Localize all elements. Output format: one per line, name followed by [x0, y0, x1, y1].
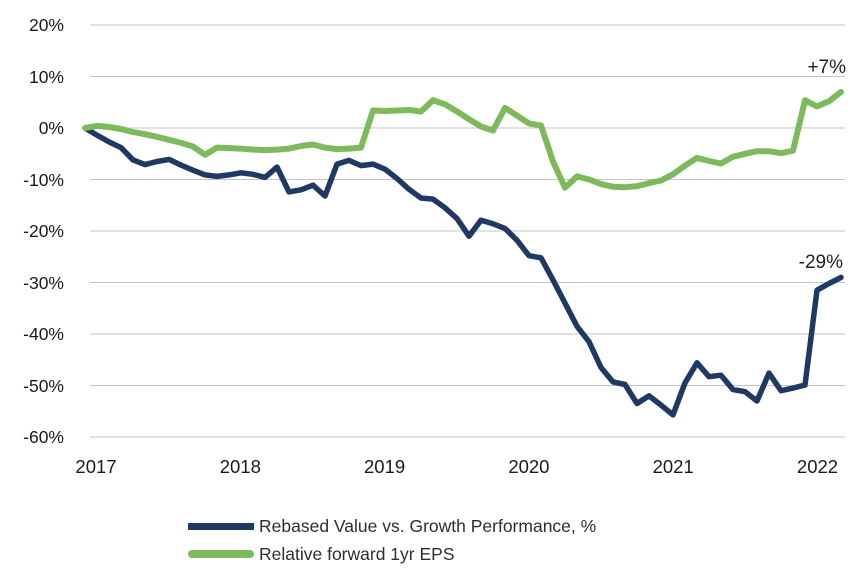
y-axis-tick-label: -50% — [23, 375, 64, 396]
legend: Rebased Value vs. Growth Performance, % … — [188, 512, 596, 568]
x-axis-tick-label: 2017 — [75, 456, 117, 477]
x-axis-tick-label: 2022 — [796, 456, 839, 477]
chart-canvas — [82, 24, 845, 438]
y-axis-tick-label: -20% — [23, 221, 64, 241]
x-axis-tick-label: 2018 — [219, 456, 261, 477]
line-series-1 — [82, 88, 844, 191]
annotation-eps-end-value: +7% — [807, 57, 846, 78]
y-axis-tick-label: 20% — [28, 15, 64, 35]
y-axis-tick-label: 10% — [28, 66, 64, 87]
legend-label-performance: Rebased Value vs. Growth Performance, % — [259, 515, 597, 536]
x-axis-tick-label: 2019 — [364, 456, 406, 477]
legend-label-eps: Relative forward 1yr EPS — [259, 543, 455, 564]
y-axis-tick-label: -60% — [23, 427, 64, 447]
legend-item-performance: Rebased Value vs. Growth Performance, % — [188, 512, 596, 540]
x-axis-tick-label: 2021 — [652, 456, 694, 477]
annotation-performance-end-value: -29% — [798, 252, 843, 273]
y-axis-tick-label: -40% — [23, 324, 64, 344]
y-axis-tick-label: -10% — [23, 169, 64, 190]
y-axis-tick-label: -30% — [23, 272, 64, 293]
x-axis-tick-label: 2020 — [508, 456, 550, 477]
legend-swatch-performance — [188, 522, 254, 530]
line-series-0 — [82, 125, 844, 418]
legend-item-eps: Relative forward 1yr EPS — [188, 540, 596, 568]
legend-swatch-eps — [188, 550, 254, 558]
y-axis-tick-label: 0% — [38, 118, 64, 138]
